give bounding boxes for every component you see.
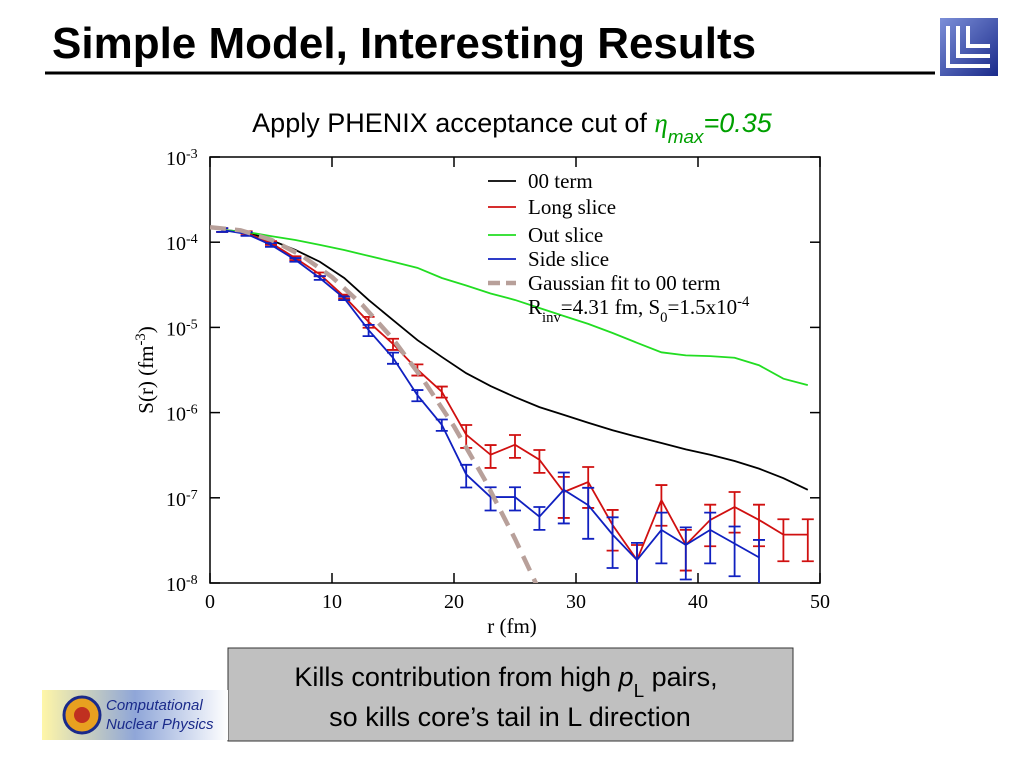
error-bar bbox=[753, 539, 765, 583]
callout-line: Kills contribution from high pL pairs, bbox=[294, 662, 717, 702]
subtitle: Apply PHENIX acceptance cut of ηmax=0.35 bbox=[252, 108, 773, 148]
error-bar bbox=[313, 275, 326, 281]
y-tick-label-text: 10 bbox=[166, 574, 186, 596]
plot-frame bbox=[209, 156, 821, 584]
text-part: Kills contribution from high bbox=[294, 662, 618, 692]
y-tick-label: 10-8 bbox=[166, 573, 198, 597]
footer-logo: Computational Nuclear Physics bbox=[42, 690, 228, 740]
y-tick-label: 10-7 bbox=[166, 487, 198, 511]
text-part: max bbox=[668, 127, 704, 148]
error-bar bbox=[484, 444, 497, 469]
x-tick-label: 40 bbox=[688, 591, 708, 613]
error-bar bbox=[338, 295, 351, 302]
series-line bbox=[222, 229, 809, 491]
error-bar bbox=[387, 351, 399, 365]
callout-box bbox=[227, 647, 794, 742]
text-part: pairs, bbox=[644, 662, 718, 692]
error-bar bbox=[801, 518, 814, 563]
error-bar bbox=[606, 516, 619, 569]
error-bar bbox=[435, 418, 448, 432]
text-part: p bbox=[618, 662, 634, 692]
legend-label: Gaussian fit to 00 term bbox=[528, 271, 720, 295]
legend-label: Out slice bbox=[528, 223, 603, 247]
y-tick-exponent: -4 bbox=[186, 232, 198, 247]
error-bar bbox=[655, 511, 668, 565]
error-bar bbox=[582, 486, 595, 540]
y-tick-label: 10-3 bbox=[166, 147, 198, 171]
y-tick-exponent: -7 bbox=[186, 487, 198, 502]
error-bar bbox=[777, 518, 790, 563]
error-bar bbox=[704, 511, 717, 565]
y-tick-label: 10-5 bbox=[166, 317, 198, 341]
error-bar bbox=[265, 242, 277, 248]
text-part: R bbox=[528, 295, 542, 319]
series-line bbox=[222, 229, 809, 387]
error-bar bbox=[631, 541, 643, 583]
y-tick-label-text: 10 bbox=[166, 233, 186, 255]
legend-label: 00 term bbox=[528, 169, 593, 193]
logo-text: Computational bbox=[106, 697, 203, 714]
y-tick-exponent: -6 bbox=[186, 402, 198, 417]
text-part: S(r) (fm bbox=[134, 346, 158, 414]
y-tick-label-text: 10 bbox=[166, 404, 186, 426]
legend-label: Long slice bbox=[528, 195, 616, 219]
error-bar bbox=[533, 449, 546, 474]
series-line bbox=[210, 224, 539, 583]
corner-logo bbox=[940, 18, 998, 76]
error-bar bbox=[509, 434, 521, 459]
y-tick-label-text: 10 bbox=[166, 318, 186, 340]
logo-text: Nuclear Physics bbox=[106, 716, 214, 733]
y-tick-label: 10-6 bbox=[166, 402, 198, 426]
y-tick-exponent: -5 bbox=[186, 317, 198, 332]
error-bar bbox=[387, 337, 399, 351]
error-bar bbox=[679, 526, 692, 581]
x-tick-label: 10 bbox=[322, 591, 342, 613]
callout-line: so kills core’s tail in L direction bbox=[329, 702, 691, 732]
y-tick-label-text: 10 bbox=[166, 489, 186, 511]
text-part: =4.31 fm, S bbox=[561, 295, 660, 319]
text-part: ) bbox=[134, 326, 158, 333]
slide-title: Simple Model, Interesting Results bbox=[52, 19, 756, 68]
text-part: =1.5x10 bbox=[668, 295, 738, 319]
fit-annotation: Rinv=4.31 fm, S0=1.5x10-4 bbox=[528, 294, 750, 326]
y-axis-label: S(r) (fm-3) bbox=[133, 326, 158, 413]
error-bar bbox=[362, 323, 375, 338]
text-part: -4 bbox=[737, 294, 750, 310]
text-part: Apply PHENIX acceptance cut of bbox=[252, 108, 654, 138]
legend-label: Side slice bbox=[528, 247, 609, 271]
error-bar bbox=[533, 506, 546, 531]
error-bar bbox=[509, 486, 521, 512]
y-tick-label: 10-4 bbox=[166, 232, 198, 256]
error-bar bbox=[289, 257, 302, 263]
y-tick-exponent: -8 bbox=[186, 573, 198, 588]
text-part: L bbox=[634, 681, 645, 702]
y-tick-exponent: -3 bbox=[186, 147, 198, 162]
plot-area bbox=[210, 224, 814, 583]
error-bar bbox=[460, 463, 473, 489]
x-tick-label: 50 bbox=[810, 591, 830, 613]
error-bar bbox=[411, 389, 424, 403]
x-tick-label: 20 bbox=[444, 591, 464, 613]
y-tick-label-text: 10 bbox=[166, 148, 186, 170]
error-bar bbox=[435, 385, 448, 399]
text-part: 0 bbox=[660, 310, 667, 326]
text-part: η bbox=[654, 108, 667, 138]
error-bar bbox=[557, 471, 570, 525]
x-tick-label: 30 bbox=[566, 591, 586, 613]
x-tick-label: 0 bbox=[205, 591, 215, 613]
error-bar bbox=[728, 525, 741, 578]
text-part: inv bbox=[542, 310, 561, 326]
x-axis-label: r (fm) bbox=[487, 614, 537, 638]
text-part: =0.35 bbox=[703, 108, 772, 138]
text-part: -3 bbox=[133, 333, 149, 345]
